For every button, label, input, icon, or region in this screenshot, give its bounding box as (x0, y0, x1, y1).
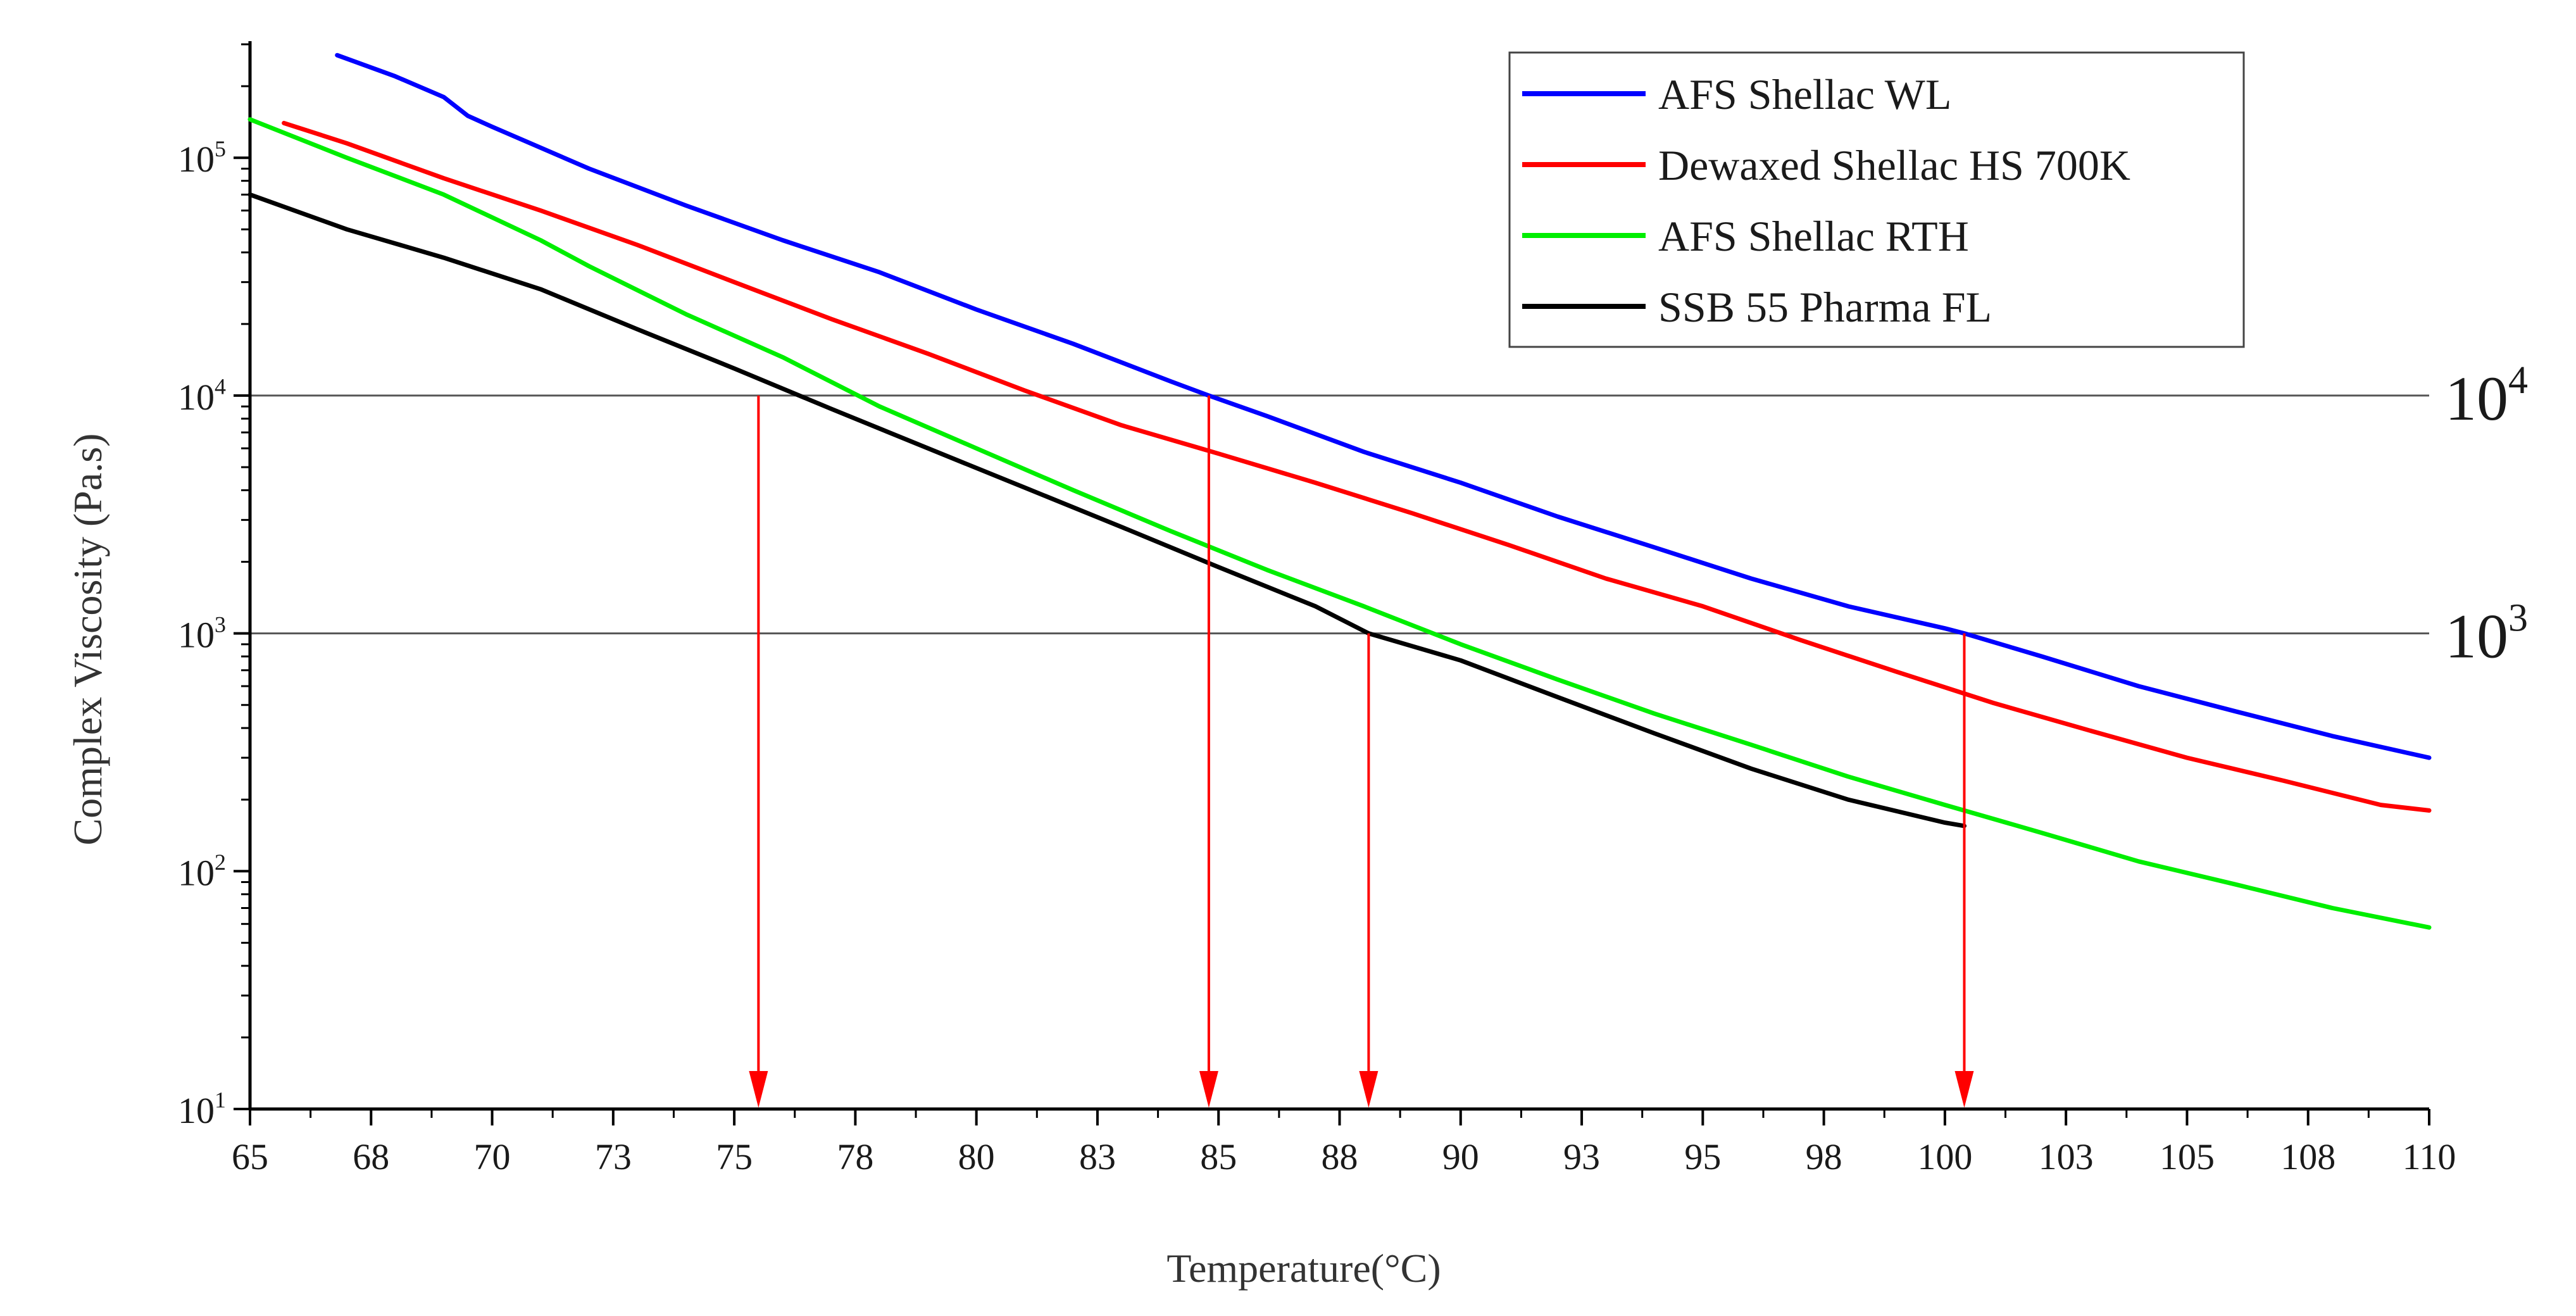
x-tick-label: 65 (232, 1136, 268, 1177)
series-layer (247, 53, 2432, 930)
legend-label-3: AFS Shellac RTH (1658, 212, 1969, 260)
x-tick-label: 68 (353, 1136, 389, 1177)
reference-label-4-base: 10 (2445, 363, 2508, 434)
y-tick-label-base: 10 (178, 1090, 215, 1131)
drop-arrow-head (1199, 1071, 1218, 1108)
legend-label-2: Dewaxed Shellac HS 700K (1658, 141, 2130, 189)
x-tick-label: 75 (716, 1136, 753, 1177)
legend-label-1: AFS Shellac WL (1658, 70, 1951, 118)
x-tick-label: 100 (1917, 1136, 1972, 1177)
reference-label-3-exp: 3 (2508, 597, 2528, 640)
y-axis-title: Complex Viscosity (Pa.s) (65, 434, 110, 846)
arrows-layer (749, 395, 1974, 1108)
y-tick-label-exp: 1 (215, 1087, 226, 1113)
drop-arrow-head (749, 1071, 768, 1108)
y-tick-label: 102 (178, 849, 226, 893)
y-tick-label: 103 (178, 611, 226, 655)
x-tick-label: 98 (1806, 1136, 1842, 1177)
legend-items: AFS Shellac WL Dewaxed Shellac HS 700K AFS… (1522, 70, 2130, 331)
y-tick-label: 101 (178, 1087, 226, 1131)
x-tick-label: 70 (474, 1136, 511, 1177)
series-line-2 (282, 120, 2432, 813)
drop-arrow-head (1359, 1071, 1379, 1108)
x-tick-label: 83 (1079, 1136, 1116, 1177)
x-tick-label: 103 (2039, 1136, 2094, 1177)
x-tick-label: 93 (1563, 1136, 1600, 1177)
x-tick-label: 78 (837, 1136, 873, 1177)
y-tick-label: 104 (178, 374, 226, 418)
series-line-4 (247, 192, 1966, 829)
x-tick-label: 85 (1200, 1136, 1237, 1177)
x-tick-label: 90 (1442, 1136, 1479, 1177)
reference-label-4-exp: 4 (2508, 359, 2528, 402)
x-tick-label: 108 (2280, 1136, 2335, 1177)
x-axis-title: Temperature(°C) (1166, 1246, 1441, 1291)
x-tick-label: 80 (958, 1136, 995, 1177)
legend-label-4: SSB 55 Pharma FL (1658, 283, 1992, 331)
y-tick-label-base: 10 (178, 615, 215, 656)
drop-arrow-head (1954, 1071, 1974, 1108)
y-tick-label-exp: 5 (215, 136, 226, 161)
x-tick-label: 95 (1684, 1136, 1721, 1177)
series-line-3 (247, 117, 2432, 930)
reference-label-3: 103 (2445, 597, 2528, 672)
reference-label-3-base: 10 (2445, 601, 2508, 672)
x-tick-label: 110 (2403, 1136, 2456, 1177)
reference-label-4: 104 (2445, 359, 2528, 434)
legend-box (1508, 51, 2245, 348)
legend: AFS Shellac WL Dewaxed Shellac HS 700K AFS… (1508, 51, 2245, 348)
y-tick-label-exp: 4 (215, 374, 226, 399)
y-tick-label-exp: 3 (215, 611, 226, 637)
y-tick-label: 105 (178, 136, 226, 180)
series-line-1 (335, 53, 2432, 760)
y-tick-label-base: 10 (178, 139, 215, 180)
x-tick-label: 73 (595, 1136, 632, 1177)
y-tick-label-base: 10 (178, 852, 215, 893)
y-tick-label-base: 10 (178, 377, 215, 418)
x-tick-label: 88 (1322, 1136, 1358, 1177)
y-tick-label-exp: 2 (215, 849, 226, 875)
x-tick-label: 105 (2160, 1136, 2215, 1177)
axes-layer: 65 68 70 73 75 78 80 83 85 88 90 93 95 98 100 103 105 108… (178, 41, 2456, 1177)
